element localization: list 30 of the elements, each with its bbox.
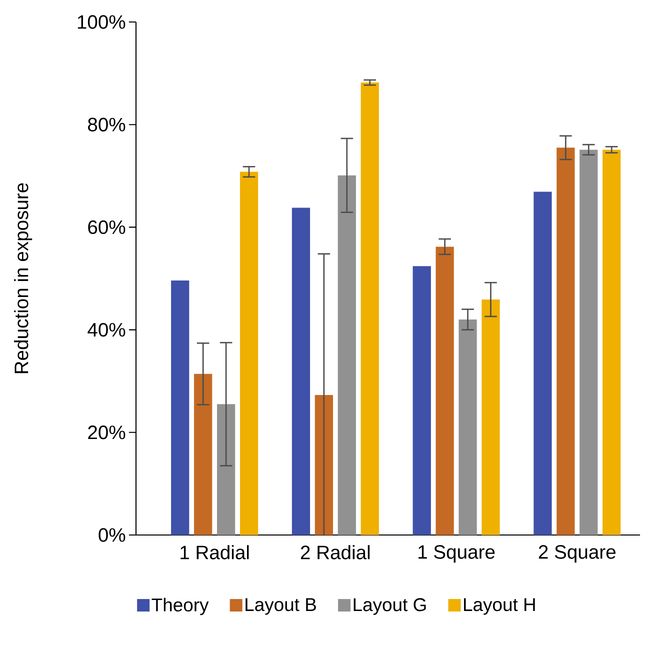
bar xyxy=(534,192,552,535)
bar xyxy=(556,148,575,535)
bar xyxy=(194,374,212,535)
y-tick-label: 20% xyxy=(88,426,126,440)
bar xyxy=(458,320,477,535)
bar xyxy=(482,300,500,535)
y-tick-label: 100% xyxy=(78,15,126,29)
bar xyxy=(338,175,356,535)
bar xyxy=(216,404,236,535)
bar xyxy=(412,266,431,535)
y-axis-title: Reduction in exposure xyxy=(14,183,32,374)
x-tick-label: 2 Radial xyxy=(300,545,370,560)
y-tick-label: 60% xyxy=(88,220,126,234)
bar xyxy=(171,280,190,535)
bar xyxy=(240,172,258,535)
x-tick-label: 1 Radial xyxy=(180,545,249,560)
bar xyxy=(602,150,621,535)
bar xyxy=(580,150,598,535)
y-tick-label: 80% xyxy=(88,118,126,132)
y-tick-label: 0% xyxy=(98,528,126,542)
legend-label: Layout H xyxy=(464,598,535,615)
y-tick-label: 40% xyxy=(88,322,126,337)
bar xyxy=(436,246,454,535)
legend-label: Layout B xyxy=(246,598,316,615)
x-tick-label: 2 Square xyxy=(538,545,616,563)
legend-label: Layout G xyxy=(354,598,426,615)
bar xyxy=(292,208,310,535)
legend-label: Theory xyxy=(152,598,209,616)
x-tick-label: 1 Square xyxy=(418,545,495,563)
bar xyxy=(360,82,379,535)
